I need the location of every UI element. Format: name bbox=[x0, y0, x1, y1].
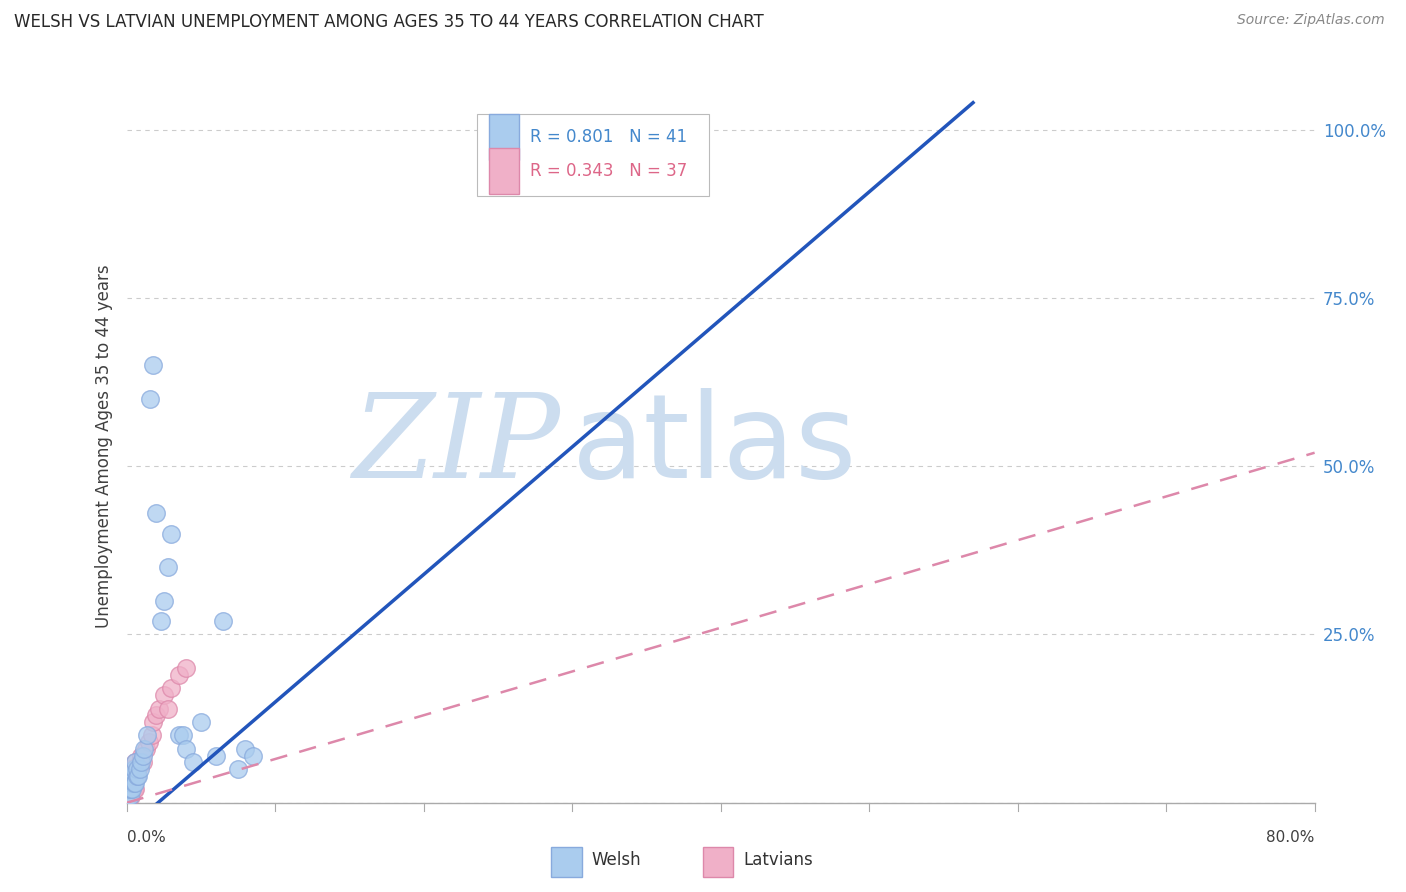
Point bbox=[124, 769, 146, 783]
Point bbox=[167, 668, 190, 682]
Point bbox=[121, 782, 143, 797]
FancyBboxPatch shape bbox=[489, 148, 519, 194]
Text: Source: ZipAtlas.com: Source: ZipAtlas.com bbox=[1237, 13, 1385, 28]
Point bbox=[157, 560, 180, 574]
Point bbox=[157, 701, 180, 715]
Point bbox=[141, 729, 163, 743]
Point bbox=[138, 735, 160, 749]
Text: ZIP: ZIP bbox=[352, 389, 560, 503]
Point bbox=[118, 775, 141, 789]
Point bbox=[120, 789, 142, 803]
Point bbox=[120, 775, 142, 789]
Text: WELSH VS LATVIAN UNEMPLOYMENT AMONG AGES 35 TO 44 YEARS CORRELATION CHART: WELSH VS LATVIAN UNEMPLOYMENT AMONG AGES… bbox=[14, 13, 763, 31]
Point bbox=[204, 748, 226, 763]
Point bbox=[120, 782, 142, 797]
Point bbox=[131, 756, 153, 770]
Point bbox=[242, 748, 264, 763]
Point bbox=[145, 506, 167, 520]
Y-axis label: Unemployment Among Ages 35 to 44 years: Unemployment Among Ages 35 to 44 years bbox=[94, 264, 112, 628]
Point bbox=[124, 756, 146, 770]
Point bbox=[117, 769, 139, 783]
Point bbox=[226, 762, 249, 776]
Text: 0.0%: 0.0% bbox=[127, 830, 166, 845]
Point bbox=[174, 661, 197, 675]
Point bbox=[122, 775, 145, 789]
Bar bbox=[703, 847, 734, 877]
Bar bbox=[551, 847, 582, 877]
Point bbox=[134, 742, 156, 756]
Text: Welsh: Welsh bbox=[592, 851, 641, 869]
Point bbox=[160, 526, 183, 541]
Point bbox=[124, 775, 146, 789]
Point bbox=[131, 748, 153, 763]
Point bbox=[127, 762, 149, 776]
Point bbox=[129, 762, 152, 776]
Point bbox=[124, 756, 146, 770]
Point bbox=[118, 789, 141, 803]
Text: 80.0%: 80.0% bbox=[1267, 830, 1315, 845]
Point bbox=[125, 769, 148, 783]
Point bbox=[183, 756, 205, 770]
Point bbox=[118, 789, 141, 803]
Point bbox=[129, 756, 152, 770]
Point bbox=[554, 122, 576, 136]
Point bbox=[117, 789, 139, 803]
Point bbox=[117, 762, 139, 776]
Point bbox=[122, 775, 145, 789]
FancyBboxPatch shape bbox=[477, 114, 709, 196]
Point bbox=[167, 729, 190, 743]
Point bbox=[212, 614, 235, 628]
Point bbox=[117, 775, 139, 789]
Point bbox=[122, 762, 145, 776]
Point bbox=[118, 782, 141, 797]
Point bbox=[160, 681, 183, 696]
Point bbox=[148, 701, 170, 715]
Point bbox=[152, 688, 174, 702]
Point bbox=[118, 782, 141, 797]
Point bbox=[120, 762, 142, 776]
Point bbox=[136, 729, 159, 743]
Point bbox=[172, 729, 194, 743]
Point bbox=[149, 614, 172, 628]
Point bbox=[125, 769, 148, 783]
Text: Latvians: Latvians bbox=[744, 851, 813, 869]
Point bbox=[120, 782, 142, 797]
Point bbox=[546, 129, 568, 144]
Point bbox=[135, 742, 157, 756]
Point bbox=[132, 756, 155, 770]
Point bbox=[132, 748, 155, 763]
Text: atlas: atlas bbox=[572, 389, 858, 503]
Text: R = 0.801   N = 41: R = 0.801 N = 41 bbox=[530, 128, 688, 146]
Point bbox=[125, 762, 148, 776]
Text: R = 0.343   N = 37: R = 0.343 N = 37 bbox=[530, 162, 688, 180]
Point bbox=[233, 742, 256, 756]
Point bbox=[124, 782, 146, 797]
Point bbox=[127, 769, 149, 783]
Point bbox=[174, 742, 197, 756]
Point bbox=[117, 782, 139, 797]
Point bbox=[145, 708, 167, 723]
Point bbox=[117, 782, 139, 797]
Point bbox=[122, 762, 145, 776]
Point bbox=[117, 789, 139, 803]
Point bbox=[121, 782, 143, 797]
FancyBboxPatch shape bbox=[489, 114, 519, 161]
Point bbox=[121, 769, 143, 783]
Point bbox=[120, 775, 142, 789]
Point bbox=[139, 392, 162, 406]
Point bbox=[142, 358, 165, 372]
Point bbox=[118, 769, 141, 783]
Point bbox=[117, 775, 139, 789]
Point bbox=[118, 769, 141, 783]
Point bbox=[121, 769, 143, 783]
Point bbox=[142, 714, 165, 729]
Point bbox=[190, 714, 212, 729]
Point bbox=[152, 594, 174, 608]
Point bbox=[122, 782, 145, 797]
